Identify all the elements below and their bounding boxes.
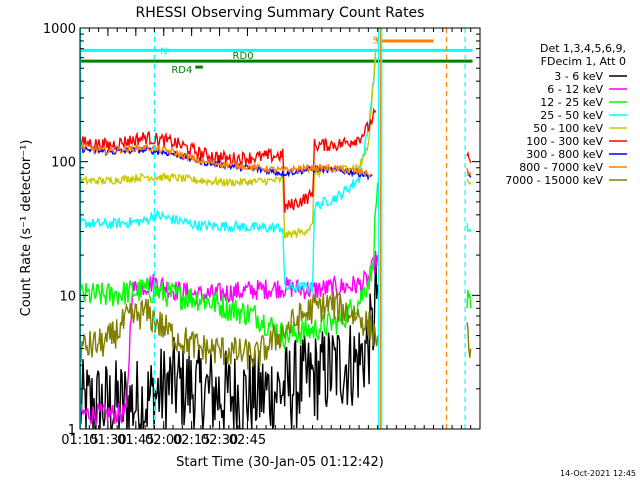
flag-bars: N RD0 RD4 S [80,36,473,76]
series-line-50-100-kev-part1 [466,179,472,186]
legend-label-50-100-kev: 50 - 100 keV [533,122,603,135]
legend-label-100-300-kev: 100 - 300 keV [526,135,603,148]
legend-label-3-6-kev: 3 - 6 keV [554,70,603,83]
series-line-800-7000-kev [80,141,373,178]
flag-label-rd4: RD4 [171,65,192,76]
vertical-markers [79,28,466,429]
legend-label-25-50-kev: 25 - 50 keV [540,109,603,122]
x-tick-label: 02:45 [229,433,266,448]
y-axis-ticks: 1 10 100 1000 [43,22,480,438]
y-axis-label: Count Rate (s⁻¹ detector⁻¹) [19,140,34,317]
legend-header-2: FDecim 1, Att 0 [541,55,626,68]
series-line-100-300-kev [80,107,377,213]
legend: Det 1,3,4,5,6,9, FDecim 1, Att 0 3 - 6 k… [505,42,627,187]
x-tick-label: 01:30 [89,433,126,448]
series-line-6-12-kev [80,250,379,427]
series-line-3-6-kev [80,255,379,429]
legend-label-7000-15000-kev: 7000 - 15000 keV [505,174,603,187]
series-line-7000-15000-kev-part1 [466,322,472,358]
flag-label-n: N [160,46,167,57]
legend-label-6-12-kev: 6 - 12 keV [547,83,603,96]
x-tick-label: 02:00 [145,433,182,448]
footer-date: 14-Oct-2021 12:45 [560,469,636,478]
x-tick-label: 01:45 [117,433,154,448]
y-tick-label: 100 [51,156,76,171]
series-line-12-25-kev [80,182,379,351]
y-tick-label: 10 [59,289,76,304]
plot-frame [79,27,481,430]
legend-label-800-7000-kev: 800 - 7000 keV [519,161,603,174]
series-lines [80,48,472,429]
series-line-7000-15000-kev [80,291,379,370]
x-tick-label: 02:30 [201,433,238,448]
x-tick-label: 02:15 [173,433,210,448]
y-tick-label: 1000 [43,22,76,37]
x-axis-label: Start Time (30-Jan-05 01:12:42) [176,455,384,470]
series-line-25-50-kev [80,57,377,295]
series-line-100-300-kev-part1 [466,150,472,164]
flag-label-s: S [373,36,379,47]
legend-label-12-25-kev: 12 - 25 keV [540,96,603,109]
series-line-800-7000-kev-part1 [466,167,472,177]
series-line-12-25-kev-part1 [466,289,472,309]
legend-label-300-800-kev: 300 - 800 keV [526,148,603,161]
chart-title: RHESSI Observing Summary Count Rates [136,5,425,21]
series-line-25-50-kev-part1 [466,222,472,233]
flag-label-rd0: RD0 [233,51,254,62]
y-tick-label: 1 [68,423,76,438]
x-tick-label: 01:15 [61,433,98,448]
legend-header-1: Det 1,3,4,5,6,9, [540,42,626,55]
